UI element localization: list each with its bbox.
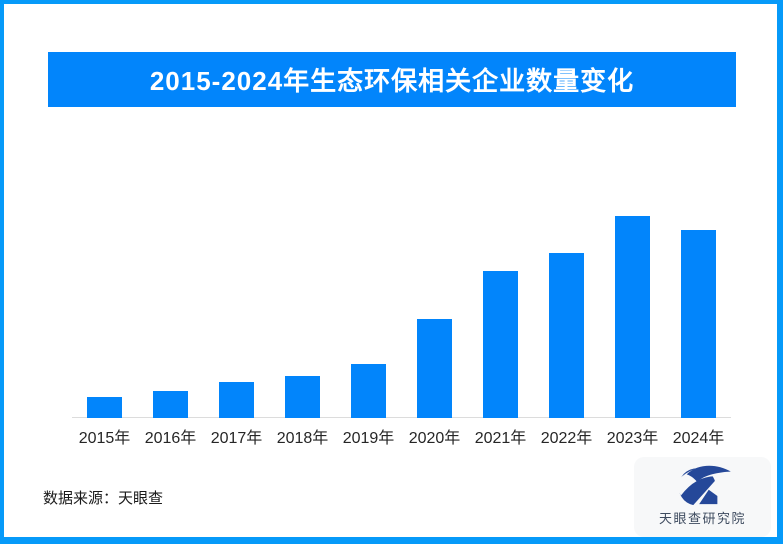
x-axis-tick-label: 2023年: [606, 430, 659, 447]
bar: [615, 216, 650, 418]
brand-badge: 天眼查研究院: [634, 457, 771, 537]
chart-title: 2015-2024年生态环保相关企业数量变化: [149, 66, 635, 96]
data-source-note: 数据来源：天眼查: [43, 490, 164, 507]
bar: [87, 397, 122, 418]
bar: [681, 230, 716, 418]
x-axis-tick-label: 2024年: [672, 430, 725, 447]
bar: [153, 391, 188, 418]
page-border-top: [0, 0, 783, 4]
x-axis-line: [72, 417, 731, 418]
page-border-right: [777, 0, 783, 544]
page-border-bottom: [0, 537, 783, 544]
bar: [483, 271, 518, 418]
bar: [285, 376, 320, 418]
bar: [351, 364, 386, 418]
x-axis-tick-label: 2017年: [210, 430, 263, 447]
chart-title-banner: 2015-2024年生态环保相关企业数量变化: [48, 52, 736, 107]
page-border-left: [0, 0, 4, 544]
bar: [219, 382, 254, 418]
x-axis-tick-label: 2020年: [408, 430, 461, 447]
tianyancha-logo-icon: [673, 465, 732, 507]
bar: [549, 253, 584, 418]
x-axis-tick-label: 2019年: [342, 430, 395, 447]
brand-badge-label: 天眼查研究院: [658, 511, 746, 526]
x-axis-tick-label: 2015年: [78, 430, 131, 447]
x-axis-tick-label: 2018年: [276, 430, 329, 447]
bar: [417, 319, 452, 418]
x-axis-tick-label: 2021年: [474, 430, 527, 447]
x-axis-tick-label: 2022年: [540, 430, 593, 447]
x-axis-tick-label: 2016年: [144, 430, 197, 447]
